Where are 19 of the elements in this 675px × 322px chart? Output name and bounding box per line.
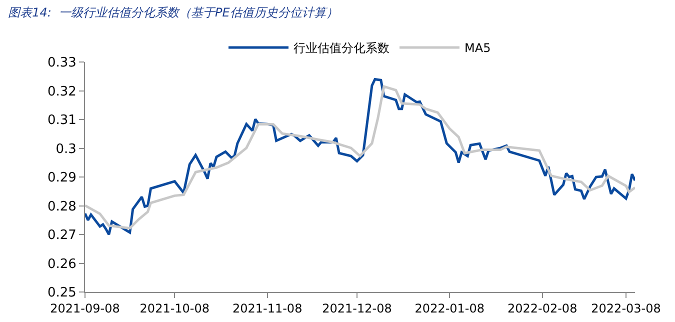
x-tick-label: 2021-11-08 <box>232 301 302 316</box>
legend-label: MA5 <box>464 41 491 56</box>
y-tick-label: 0.3 <box>56 142 76 157</box>
x-tick-label: 2021-12-08 <box>322 301 392 316</box>
y-tick-label: 0.29 <box>47 170 76 186</box>
y-tick-label: 0.32 <box>47 84 76 100</box>
x-tick-label: 2022-02-08 <box>507 301 578 316</box>
x-tick-label: 2022-01-08 <box>414 301 485 316</box>
x-tick-label: 2021-09-08 <box>50 301 120 316</box>
y-tick-label: 0.31 <box>47 113 76 128</box>
y-tick-label: 0.33 <box>47 56 76 71</box>
x-tick-label: 2022-03-08 <box>591 301 661 316</box>
x-tick-label: 2021-10-08 <box>140 301 210 316</box>
y-tick-label: 0.28 <box>47 199 76 214</box>
y-tick-label: 0.27 <box>47 228 76 244</box>
legend-label: 行业估值分化系数 <box>294 41 390 56</box>
chart-title: 图表14: 一级行业估值分化系数（基于PE估值历史分位计算） <box>8 5 338 20</box>
y-tick-label: 0.25 <box>47 286 76 301</box>
y-tick-label: 0.26 <box>47 256 76 272</box>
